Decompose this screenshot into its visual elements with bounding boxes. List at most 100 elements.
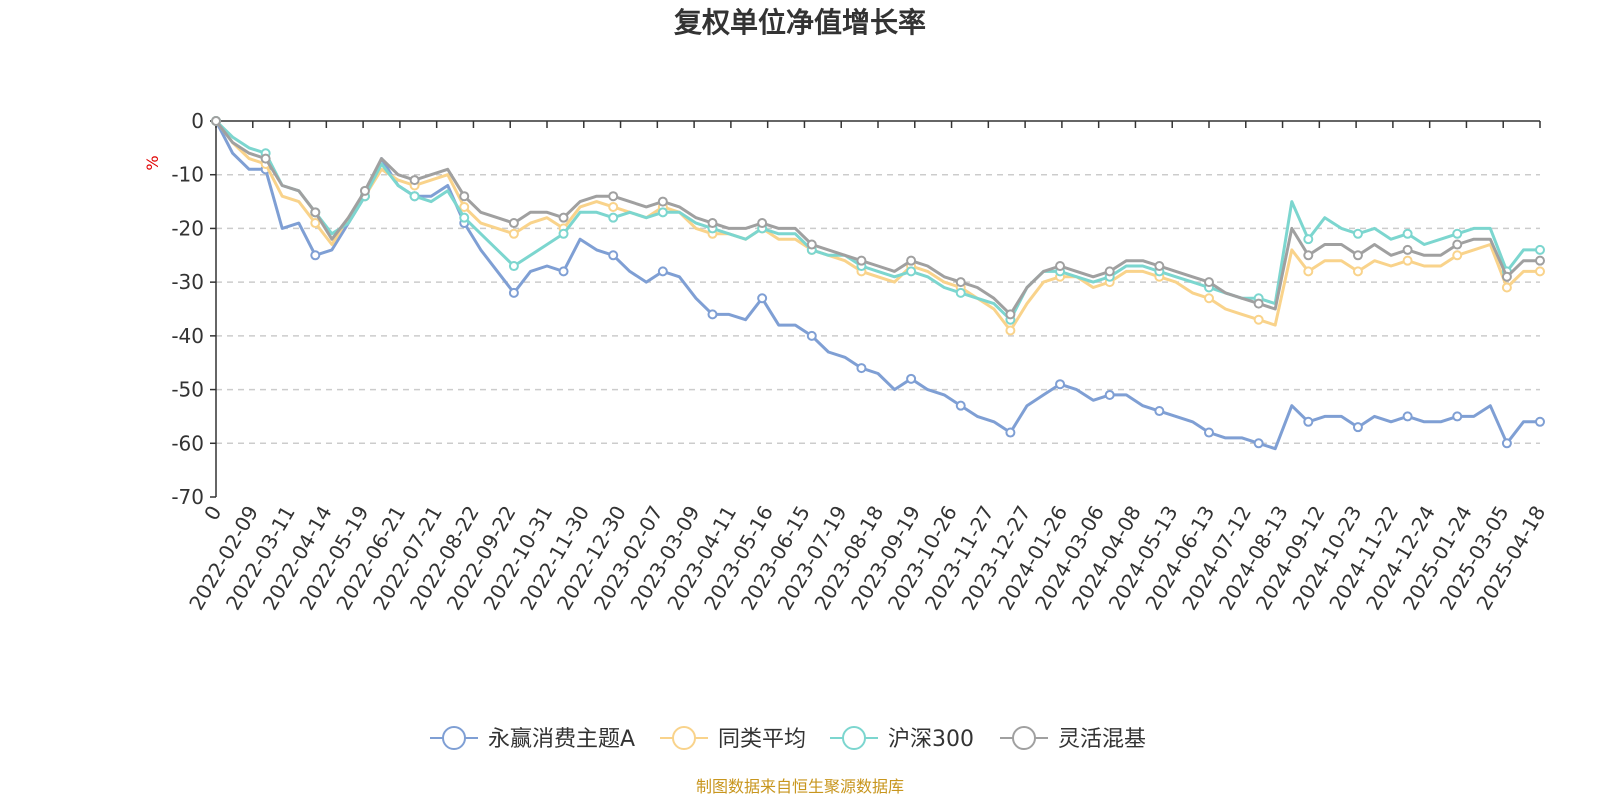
data-point: [1253, 314, 1264, 325]
data-point: [1005, 325, 1016, 336]
data-point: [1303, 266, 1314, 277]
grid-lines: [216, 173, 1540, 445]
data-point: [1104, 266, 1115, 277]
data-point: [1535, 416, 1545, 427]
data-point: [657, 207, 668, 218]
data-point: [1303, 250, 1314, 261]
y-tick-label: -70: [171, 485, 204, 509]
data-point: [1452, 239, 1463, 250]
data-point: [1352, 228, 1363, 239]
data-point: [608, 201, 619, 212]
data-point: [1005, 427, 1016, 438]
data-point: [608, 191, 619, 202]
data-point: [1452, 411, 1463, 422]
data-point: [906, 266, 917, 277]
data-point: [1501, 282, 1512, 293]
data-point: [1402, 244, 1413, 255]
legend-swatch-marker: [442, 726, 466, 750]
data-point: [806, 239, 817, 250]
data-point: [955, 277, 966, 288]
series-2: [211, 116, 1545, 336]
legend-swatch-marker: [1012, 726, 1036, 750]
data-point: [955, 400, 966, 411]
data-point: [1352, 422, 1363, 433]
data-point: [1402, 255, 1413, 266]
data-point: [1535, 255, 1545, 266]
data-point: [359, 185, 370, 196]
y-axis: 0 -10 -20 -30 -40 -50 -60 -70: [171, 109, 217, 509]
y-tick-label: -40: [171, 324, 204, 348]
y-tick-label: -20: [171, 216, 204, 240]
y-axis-unit: %: [143, 155, 162, 170]
legend-label: 沪深300: [888, 727, 974, 752]
legend: 永赢消费主题A 同类平均 沪深300 灵活混基: [430, 726, 1146, 752]
legend-swatch-marker: [672, 726, 696, 750]
data-point: [1352, 250, 1363, 261]
legend-label: 灵活混基: [1058, 727, 1146, 752]
data-point: [608, 250, 619, 261]
data-point: [260, 153, 271, 164]
legend-item[interactable]: 灵活混基: [1000, 726, 1146, 752]
data-point: [508, 228, 519, 239]
data-point: [856, 363, 867, 374]
data-point: [1154, 261, 1165, 272]
data-point: [856, 255, 867, 266]
data-point: [1452, 250, 1463, 261]
data-point: [955, 287, 966, 298]
data-point: [409, 175, 420, 186]
data-point: [459, 212, 470, 223]
chart-title: 复权单位净值增长率: [674, 6, 926, 39]
data-point: [1204, 427, 1214, 438]
data-point: [409, 191, 420, 202]
data-point: [1204, 277, 1214, 288]
legend-item[interactable]: 同类平均: [660, 726, 806, 752]
data-point: [806, 330, 817, 341]
series-line: [214, 120, 1540, 316]
data-point: [608, 212, 619, 223]
data-point: [1253, 438, 1264, 449]
series-group: [211, 116, 1545, 451]
x-axis: 02022-02-092022-03-112022-04-142022-05-1…: [184, 120, 1550, 614]
x-tick-label: 0: [199, 502, 226, 525]
legend-item[interactable]: 沪深300: [830, 726, 974, 752]
data-point: [508, 287, 519, 298]
data-point: [459, 201, 470, 212]
data-point: [459, 191, 470, 202]
series-4: [211, 116, 1545, 320]
series-line: [214, 120, 1540, 332]
data-point: [707, 218, 718, 229]
data-point: [657, 266, 668, 277]
legend-label: 同类平均: [718, 727, 806, 752]
data-point: [558, 266, 569, 277]
data-point: [1104, 389, 1115, 400]
data-point: [1253, 298, 1264, 309]
data-point: [1535, 266, 1545, 277]
legend-label: 永赢消费主题A: [488, 727, 635, 752]
data-point: [906, 373, 917, 384]
data-point: [707, 309, 718, 320]
y-tick-label: 0: [191, 109, 204, 133]
data-point: [558, 228, 569, 239]
data-point: [310, 218, 321, 229]
data-point: [310, 250, 321, 261]
data-point: [1204, 293, 1214, 304]
series-line: [214, 119, 1540, 322]
data-point: [1154, 406, 1165, 417]
data-point: [558, 212, 569, 223]
data-point: [1452, 228, 1463, 239]
series-3: [211, 116, 1545, 325]
y-tick-label: -50: [171, 378, 204, 402]
data-point: [310, 207, 321, 218]
series-line: [214, 120, 1540, 451]
data-point: [1535, 244, 1545, 255]
data-point: [1402, 411, 1413, 422]
data-point: [757, 218, 768, 229]
data-point: [508, 218, 519, 229]
legend-item[interactable]: 永赢消费主题A: [430, 726, 635, 752]
data-point: [757, 293, 768, 304]
data-point: [1303, 416, 1314, 427]
data-point: [1055, 261, 1066, 272]
y-tick-label: -60: [171, 431, 204, 455]
data-point: [211, 116, 221, 126]
